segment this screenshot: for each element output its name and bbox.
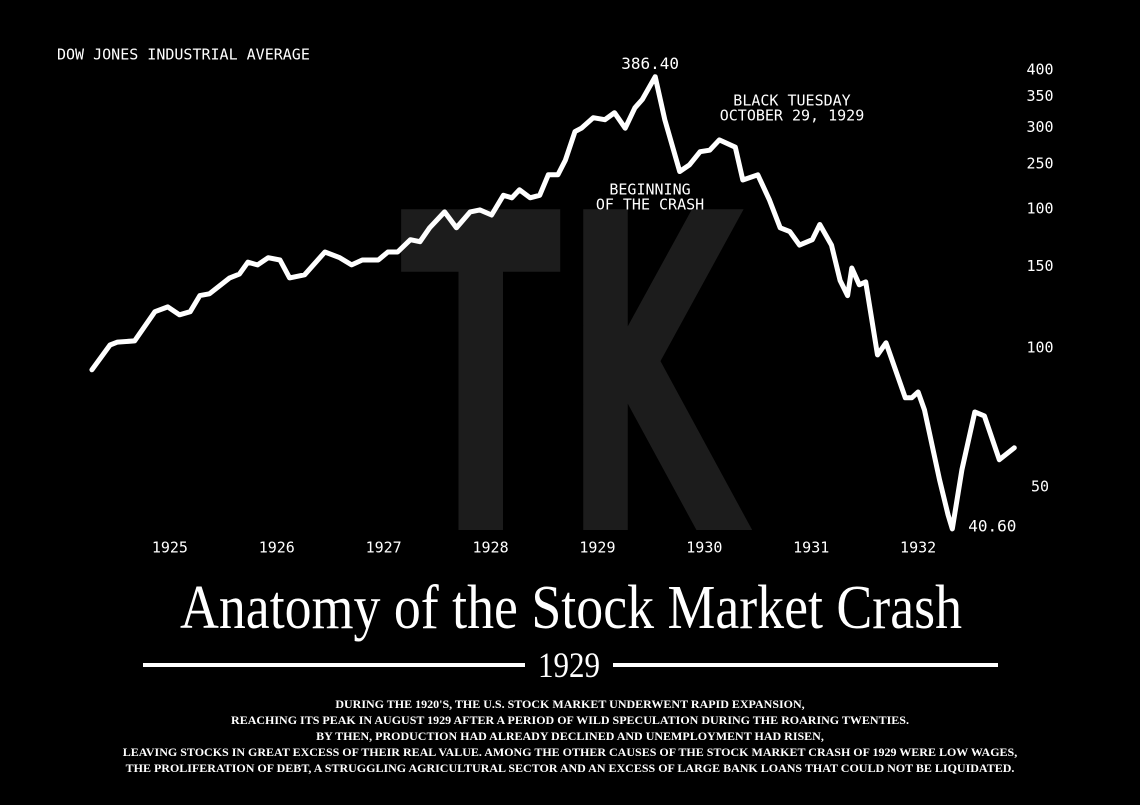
- description: DURING THE 1920'S, THE U.S. STOCK MARKET…: [123, 697, 1017, 775]
- y-tick-label: 300: [1026, 118, 1053, 136]
- annotation: OF THE CRASH: [596, 196, 704, 214]
- heading: Anatomy of the Stock Market Crash: [180, 574, 962, 642]
- price-line: [89, 74, 1017, 532]
- description-line: LEAVING STOCKS IN GREAT EXCESS OF THEIR …: [123, 745, 1017, 759]
- x-tick-label: 1931: [793, 539, 829, 557]
- y-tick-label: 350: [1026, 87, 1053, 105]
- watermark: TK: [400, 122, 754, 634]
- description-line: THE PROLIFERATION OF DEBT, A STRUGGLING …: [126, 761, 1015, 775]
- value-label: 40.60: [968, 516, 1016, 535]
- y-tick-label: 400: [1026, 60, 1053, 78]
- x-tick-label: 1926: [259, 539, 295, 557]
- description-line: REACHING ITS PEAK IN AUGUST 1929 AFTER A…: [231, 713, 909, 727]
- x-tick-label: 1927: [366, 539, 402, 557]
- annotation: BEGINNING: [609, 181, 690, 199]
- y-tick-label: 250: [1026, 155, 1053, 173]
- y-tick-label: 100: [1026, 338, 1053, 356]
- year-heading: 1929: [538, 645, 600, 685]
- x-tick-label: 1929: [579, 539, 615, 557]
- x-tick-label: 1925: [152, 539, 188, 557]
- x-tick-label: 1928: [472, 539, 508, 557]
- annotation: BLACK TUESDAY: [733, 92, 850, 110]
- x-tick-label: 1932: [900, 539, 936, 557]
- description-line: DURING THE 1920'S, THE U.S. STOCK MARKET…: [335, 697, 804, 711]
- chart-title: DOW JONES INDUSTRIAL AVERAGE: [57, 46, 310, 64]
- y-tick-label: 150: [1026, 257, 1053, 275]
- annotation: OCTOBER 29, 1929: [720, 107, 865, 125]
- y-tick-label: 50: [1031, 478, 1049, 496]
- value-label: 386.40: [621, 54, 679, 73]
- y-tick-label: 100: [1026, 199, 1053, 217]
- x-tick-label: 1930: [686, 539, 722, 557]
- description-line: BY THEN, PRODUCTION HAD ALREADY DECLINED…: [316, 729, 824, 743]
